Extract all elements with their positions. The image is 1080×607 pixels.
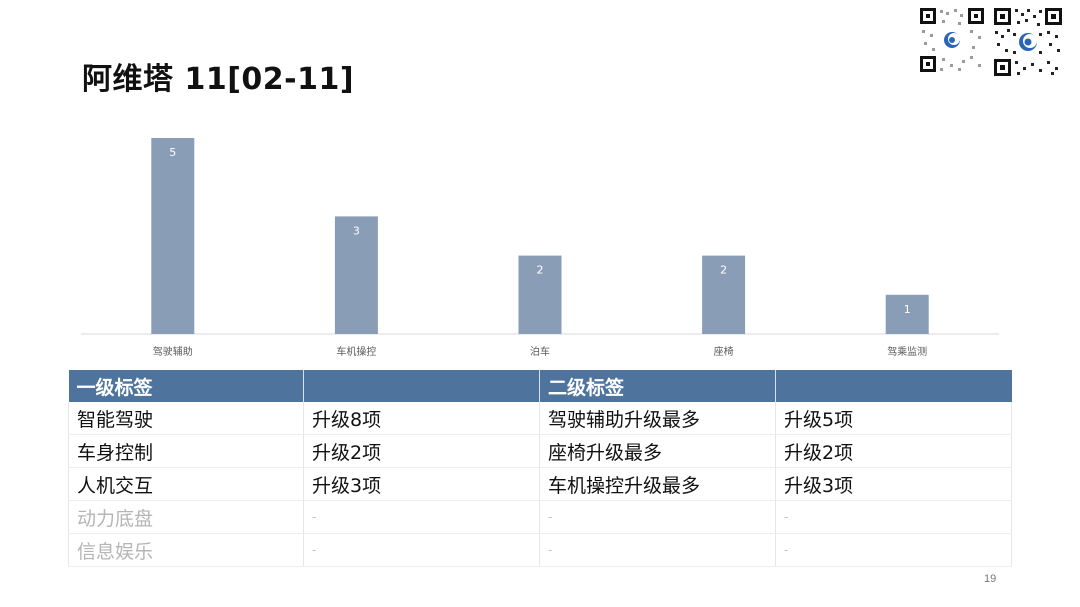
table-cell: -: [539, 500, 776, 534]
header-cell-level2: 二级标签: [539, 370, 776, 402]
page-title: 阿维塔 11[02-11]: [82, 62, 355, 97]
header-cell-level1: 一级标签: [68, 370, 304, 402]
bar-2: [518, 255, 562, 334]
table-row: 车身控制 升级2项 座椅升级最多 升级2项: [68, 434, 1012, 468]
bar-4: [885, 294, 929, 334]
table-cell: 动力底盘: [68, 500, 304, 534]
table-cell: 升级2项: [775, 434, 1012, 468]
page-number: 19: [984, 573, 997, 585]
data-label: 2: [537, 264, 544, 277]
data-label: 5: [169, 146, 176, 159]
table-row: 人机交互 升级3项 车机操控升级最多 升级3项: [68, 467, 1012, 501]
upgrade-summary-table: 一级标签 二级标签 智能驾驶 升级8项 驾驶辅助升级最多 升级5项 车身控制 升…: [68, 370, 1012, 567]
table-cell: -: [303, 533, 540, 567]
data-label: 1: [904, 303, 911, 316]
table-cell: 智能驾驶: [68, 402, 304, 435]
x-tick-label: 驾驶辅助: [153, 345, 193, 358]
x-tick-label: 车机操控: [336, 345, 376, 358]
table-row: 信息娱乐 - - -: [68, 533, 1012, 567]
table-cell: 车身控制: [68, 434, 304, 468]
qr-code-icon: [992, 6, 1064, 78]
table-cell: 人机交互: [68, 467, 304, 501]
bar-chart: 5 驾驶辅助 3 车机操控 2 泊车 2 座椅 1 驾乘监测: [81, 138, 999, 358]
table-cell: 升级8项: [303, 402, 540, 435]
table-cell: 升级5项: [775, 402, 1012, 435]
table-cell: 车机操控升级最多: [539, 467, 776, 501]
bar-1: [334, 216, 378, 334]
table-cell: -: [775, 533, 1012, 567]
x-tick-label: 泊车: [530, 345, 550, 358]
table-cell: 升级3项: [775, 467, 1012, 501]
table-header-row: 一级标签 二级标签: [68, 370, 1012, 402]
table-cell: -: [303, 500, 540, 534]
table-row: 智能驾驶 升级8项 驾驶辅助升级最多 升级5项: [68, 402, 1012, 435]
header-cell-blank: [775, 370, 1012, 402]
table-row: 动力底盘 - - -: [68, 500, 1012, 534]
bar-0: [151, 138, 195, 334]
data-label: 2: [720, 264, 727, 277]
qr-code-icon: [918, 6, 986, 74]
table-cell: -: [775, 500, 1012, 534]
bar-3: [702, 255, 746, 334]
x-tick-label: 驾乘监测: [887, 345, 927, 358]
header-cell-blank: [303, 370, 540, 402]
table-cell: 座椅升级最多: [539, 434, 776, 468]
table-cell: -: [539, 533, 776, 567]
table-cell: 升级3项: [303, 467, 540, 501]
table-cell: 信息娱乐: [68, 533, 304, 567]
table-cell: 升级2项: [303, 434, 540, 468]
data-label: 3: [353, 224, 360, 237]
table-cell: 驾驶辅助升级最多: [539, 402, 776, 435]
x-tick-label: 座椅: [714, 345, 734, 358]
